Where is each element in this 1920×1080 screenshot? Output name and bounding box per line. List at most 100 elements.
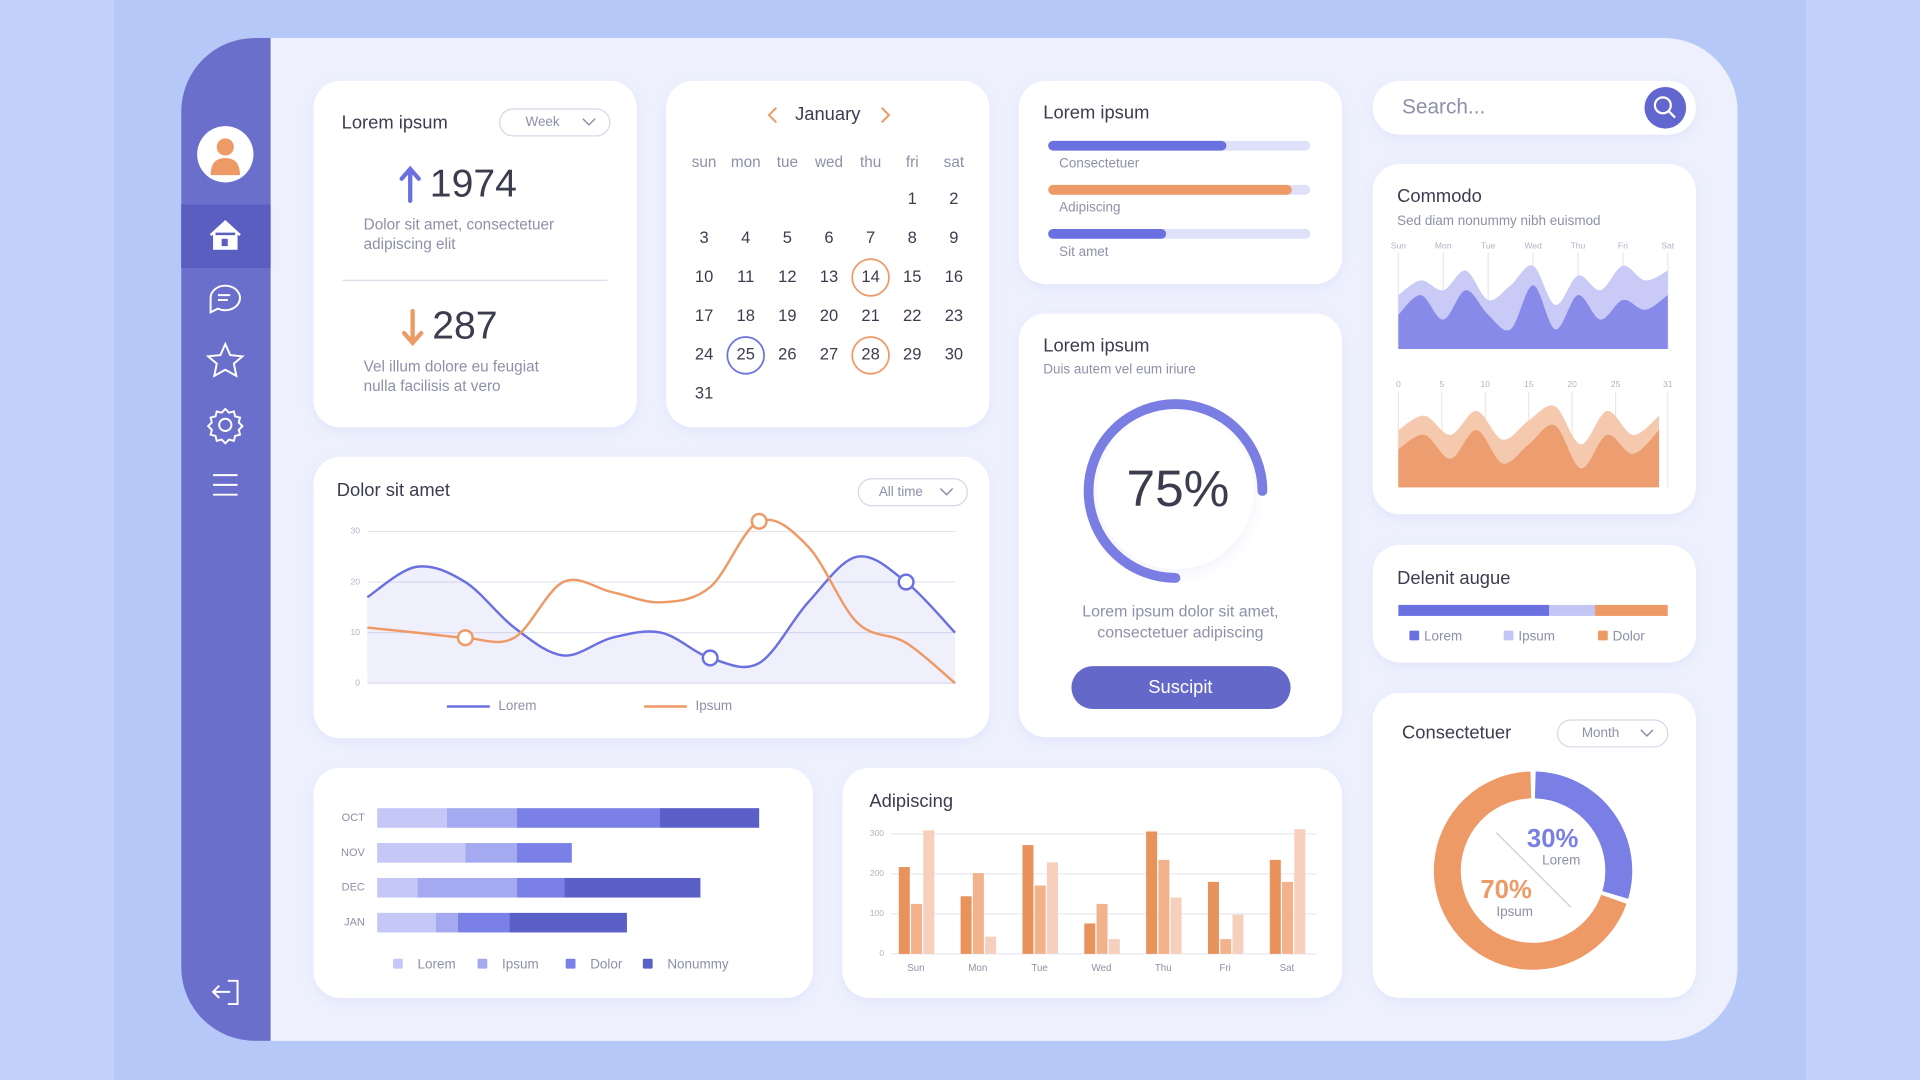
calendar-month: January [795,103,861,124]
bar-segment [377,877,418,898]
bar [1207,881,1219,954]
progress-label: Consectetuer [1059,156,1140,171]
button-label[interactable]: Suscipit [1148,676,1212,697]
progress-fill [1048,228,1167,239]
legend-swatch [393,958,403,969]
day[interactable]: 16 [945,267,963,286]
bar [1034,885,1046,954]
day[interactable]: 1 [908,189,917,208]
bar-segment [446,808,517,828]
bar [1158,859,1170,954]
bar [1022,845,1034,954]
y-tick-label: 20 [350,576,360,586]
dropdown-label: All time [879,484,923,499]
bar-segment [516,877,565,898]
dropdown[interactable] [498,108,611,137]
day[interactable]: 27 [820,345,838,364]
gauge-arc [1083,399,1268,583]
x-tick-label: 5 [1439,379,1444,389]
day[interactable]: 30 [945,345,963,364]
card [666,80,990,428]
weekday: thu [860,154,881,171]
day[interactable]: 11 [737,267,754,286]
bar-segment [465,843,517,863]
legend-swatch [1503,630,1514,641]
bar-segment [377,843,466,863]
day[interactable]: 2 [949,189,958,208]
x-tick-label: 15 [1524,379,1534,389]
bar [1232,914,1244,954]
x-tick-label: Mon [1435,240,1452,250]
day[interactable]: 18 [737,306,755,325]
day[interactable]: 10 [695,267,713,286]
day[interactable]: 24 [695,345,713,364]
x-tick-label: Sat [1280,963,1295,974]
day[interactable]: 15 [903,267,921,286]
weekday: sun [692,154,717,171]
day[interactable]: 31 [695,384,713,403]
legend-label: Dolor [590,956,623,971]
day[interactable]: 13 [820,267,838,286]
dropdown-label: Week [525,114,559,129]
dropdown[interactable] [1556,719,1669,748]
chat-icon[interactable] [209,284,241,314]
donut-divider [1495,832,1572,908]
gear-icon[interactable] [206,407,244,445]
day[interactable]: 7 [866,228,875,247]
day[interactable]: 9 [949,228,958,247]
chevron [1640,729,1654,737]
down-arrow [401,308,424,347]
gear-center [218,417,233,432]
x-tick-label: 25 [1611,379,1621,389]
bar [923,830,935,954]
bar [911,903,923,954]
prev-month[interactable] [767,107,778,124]
x-tick-label: Wed [1091,963,1111,974]
card [1372,544,1696,663]
card-title: Commodo [1397,185,1482,206]
search-box[interactable] [1372,80,1696,135]
day[interactable]: 17 [695,306,713,325]
day[interactable]: 23 [945,306,963,325]
day[interactable]: 29 [903,345,921,364]
dropdown[interactable] [857,478,968,507]
day[interactable]: 26 [778,345,796,364]
star-icon[interactable] [205,341,245,378]
day[interactable]: 3 [699,228,708,247]
area [1398,285,1668,349]
day[interactable]: 12 [778,267,796,286]
button[interactable] [1071,666,1291,709]
day[interactable]: 22 [903,306,921,325]
day[interactable]: 20 [820,306,838,325]
exit-icon[interactable] [211,979,239,1006]
day[interactable]: 4 [741,228,750,247]
home-icon[interactable] [209,219,241,250]
area [1398,424,1660,488]
y-tick-label: JAN [344,917,365,929]
x-tick-label: Mon [968,963,987,974]
day[interactable]: 8 [908,228,917,247]
day-highlight [851,336,890,375]
menu-icon[interactable] [213,474,238,496]
x-tick-label: Sun [907,963,924,974]
day[interactable]: 19 [778,306,796,325]
stat-description: Dolor sit amet, consectetuer [364,216,554,233]
card-title: Consectetuer [1402,721,1511,742]
day[interactable]: 21 [861,306,879,325]
bar-segment [377,912,436,933]
day[interactable]: 6 [824,228,833,247]
y-tick-label: 0 [879,948,884,958]
day[interactable]: 5 [783,228,792,247]
day[interactable]: 14 [861,267,879,286]
bar [1108,939,1120,954]
search-button[interactable] [1644,86,1687,129]
day[interactable]: 25 [737,345,755,364]
stacked-segment [1549,604,1596,616]
bar-segment [660,808,760,828]
donut-slice [1433,771,1627,970]
line-area [367,556,956,684]
bar [1146,831,1158,954]
day[interactable]: 28 [861,345,879,364]
next-month[interactable] [880,107,891,124]
